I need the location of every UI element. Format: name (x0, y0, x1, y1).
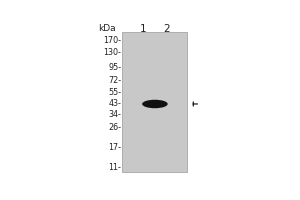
Text: 1: 1 (140, 24, 147, 34)
Text: 72-: 72- (108, 76, 121, 85)
Ellipse shape (142, 100, 168, 108)
Text: kDa: kDa (98, 24, 116, 33)
Text: 95-: 95- (108, 63, 121, 72)
Text: 130-: 130- (103, 48, 121, 57)
Text: 34-: 34- (108, 110, 121, 119)
Text: 11-: 11- (108, 163, 121, 172)
Text: 55-: 55- (108, 88, 121, 97)
Text: 43-: 43- (108, 99, 121, 108)
Text: 2: 2 (163, 24, 170, 34)
Text: 17-: 17- (108, 143, 121, 152)
Text: 26-: 26- (108, 123, 121, 132)
Text: 170-: 170- (103, 36, 121, 45)
FancyBboxPatch shape (122, 32, 188, 172)
